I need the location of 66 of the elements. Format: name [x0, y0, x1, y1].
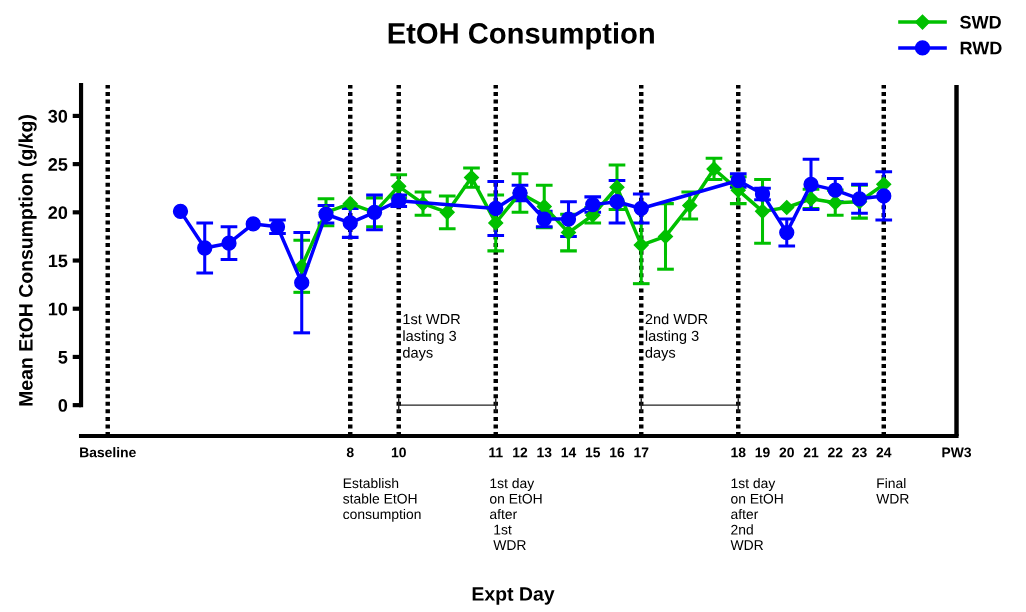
point: [221, 235, 237, 251]
point: [827, 195, 843, 211]
text: 1st day on EtOH after 2nd WDR: [730, 477, 783, 550]
x-tick-label: 22: [828, 447, 843, 458]
x-tick-label: 17: [634, 447, 649, 458]
point: [682, 198, 698, 214]
x-tick-label: 24: [876, 447, 892, 458]
x-tick-label: 11: [489, 447, 503, 458]
x-tick-label: 14: [561, 447, 577, 458]
x-tick-label: 20: [779, 447, 794, 458]
x-tick-label: 15: [585, 447, 601, 458]
point: [342, 215, 358, 231]
point: [439, 204, 455, 220]
x-tick-label: 16: [610, 447, 625, 458]
point: [803, 176, 819, 193]
point: [197, 240, 213, 256]
y-tick-label: 15: [48, 254, 68, 268]
point: [172, 203, 189, 220]
point: [609, 179, 625, 195]
point: [633, 200, 649, 217]
x-tick-label: 18: [731, 447, 746, 458]
y-tick-label: 20: [48, 206, 68, 220]
point: [633, 237, 649, 253]
annotation: 1st WDR lasting 3 days: [402, 314, 461, 361]
point: [827, 182, 843, 198]
point: [754, 203, 771, 219]
legend-label: SWD: [960, 15, 1001, 29]
point: [779, 224, 795, 241]
y-tick-label: 5: [58, 351, 68, 364]
x-tick-label: 10: [391, 447, 406, 458]
point: [706, 161, 722, 177]
y-tick-label: 30: [48, 109, 68, 123]
text: Expt Day: [472, 587, 555, 605]
point: [245, 216, 261, 232]
x-tick-label: 12: [513, 447, 528, 458]
text: Establish stable EtOH consumption: [343, 477, 421, 522]
y-tick-label: 0: [58, 399, 68, 412]
point: [657, 228, 674, 244]
x-tick-label: 13: [537, 447, 552, 458]
x-tick-label: Baseline: [80, 447, 136, 458]
x-tick-label: 21: [803, 447, 819, 458]
annotation: 2nd WDR lasting 3 days: [645, 313, 708, 361]
point: [803, 191, 819, 207]
x-tick-label: 19: [755, 447, 770, 458]
point: [488, 200, 504, 217]
point: [560, 211, 577, 227]
point: [560, 225, 577, 241]
point: [342, 196, 358, 212]
x-tick-label: 23: [852, 447, 867, 458]
x-tick-label: PW3: [942, 447, 972, 458]
text: 1st day on EtOH after 1st WDR: [489, 477, 542, 550]
point: [463, 170, 480, 186]
y-tick-label: 25: [48, 158, 68, 171]
point: [609, 194, 625, 210]
point: [876, 188, 892, 204]
point: [294, 275, 310, 291]
legend-label: RWD: [960, 41, 1002, 55]
point: [391, 178, 407, 194]
point: [779, 199, 795, 216]
chart-title: EtOH Consumption: [388, 22, 654, 50]
x-tick-label: 8: [346, 447, 354, 458]
y-tick-label: 10: [48, 302, 68, 316]
point: [536, 198, 552, 215]
point: [488, 215, 504, 231]
y-axis-title: Mean EtOH Consumption (g/kg): [18, 115, 37, 406]
text: Final WDR: [876, 477, 909, 504]
